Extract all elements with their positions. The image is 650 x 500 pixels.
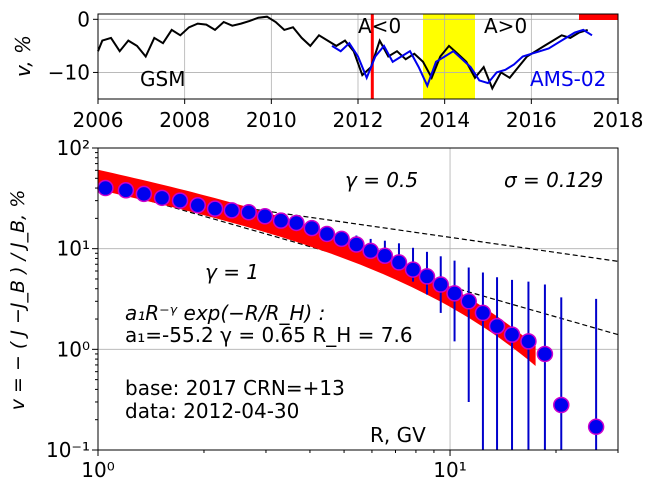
bottom-y-tick-label: 10⁰ xyxy=(57,337,90,361)
bottom-x-ticks: 10⁰ 10¹ xyxy=(81,450,619,482)
top-y-tick-label: 0 xyxy=(77,7,90,31)
data-point xyxy=(536,345,554,363)
data-point xyxy=(390,254,408,271)
top-panel: 2006 2008 2010 2012 2014 2016 2018 0 −10 v, % A… xyxy=(11,7,643,132)
data-point xyxy=(587,418,605,436)
bottom-y-ticks: 10⁻¹ 10⁰ 10¹ 10² xyxy=(46,136,98,462)
label-ams02: AMS-02 xyxy=(530,67,606,91)
data-point xyxy=(362,242,379,260)
data-point xyxy=(318,225,336,243)
label-a-positive: A>0 xyxy=(484,14,527,38)
data-point xyxy=(418,268,436,285)
bottom-frame xyxy=(97,147,619,451)
label-sigma: σ = 0.129 xyxy=(504,168,603,192)
data-point xyxy=(348,236,365,253)
bottom-x-label: R, GV xyxy=(370,423,426,447)
data-point xyxy=(404,261,422,278)
bottom-y-tick-label: 10¹ xyxy=(57,237,90,261)
data-point xyxy=(135,185,153,203)
label-gsm: GSM xyxy=(140,67,185,91)
label-base: base: 2017 CRN=+13 xyxy=(125,376,345,400)
bottom-x-tick-label: 10¹ xyxy=(433,458,466,482)
bottom-y-tick-label: 10² xyxy=(57,136,90,160)
label-formula: a₁R⁻ᵞ exp(−R/R_H) : xyxy=(125,301,325,325)
bottom-y-tick-label: 10⁻¹ xyxy=(46,438,90,462)
data-point xyxy=(460,293,477,310)
data-point xyxy=(553,396,570,414)
top-x-tick-label: 2014 xyxy=(419,108,470,132)
data-point xyxy=(206,200,224,217)
top-y-label: v, % xyxy=(11,35,35,77)
ref-line-gamma-half xyxy=(105,187,619,262)
data-point xyxy=(474,304,492,322)
top-x-tick-label: 2008 xyxy=(159,108,210,132)
data-points xyxy=(97,179,605,436)
data-point xyxy=(97,179,114,197)
top-band-yellow xyxy=(423,14,475,99)
label-a-negative: A<0 xyxy=(358,14,401,38)
data-point xyxy=(189,196,206,214)
data-point xyxy=(303,219,321,237)
data-point xyxy=(153,189,171,207)
top-x-tick-label: 2016 xyxy=(506,108,557,132)
data-point xyxy=(503,326,521,343)
data-point xyxy=(333,230,350,248)
data-point xyxy=(488,317,506,335)
data-point xyxy=(117,182,135,199)
label-gamma-half: γ = 0.5 xyxy=(345,168,418,192)
series-ams02-line xyxy=(331,28,593,89)
top-y-tick-label: −10 xyxy=(48,60,90,84)
series-gsm-line xyxy=(97,15,588,91)
data-point xyxy=(240,204,257,221)
top-y-ticks: 0 −10 xyxy=(48,7,98,84)
data-point xyxy=(272,212,290,229)
top-x-tick-label: 2006 xyxy=(73,108,124,132)
bottom-x-tick-label: 10⁰ xyxy=(81,458,114,482)
data-point xyxy=(223,202,241,219)
label-data-date: data: 2012-04-30 xyxy=(125,399,299,423)
top-x-ticks: 2006 2008 2010 2012 2014 2016 2018 xyxy=(73,99,644,132)
data-point xyxy=(256,207,274,225)
data-point xyxy=(432,276,449,293)
data-point xyxy=(520,333,537,350)
data-point xyxy=(288,214,305,232)
top-base-bar xyxy=(579,14,618,20)
top-x-tick-label: 2012 xyxy=(333,108,384,132)
data-point xyxy=(446,285,463,302)
top-x-tick-label: 2010 xyxy=(246,108,297,132)
bottom-y-label: v = − ( J −J_B ) / J_B, % xyxy=(7,190,29,411)
top-x-tick-label: 2018 xyxy=(593,108,644,132)
label-gamma-one: γ = 1 xyxy=(205,260,259,284)
data-point xyxy=(171,192,189,209)
data-point xyxy=(376,247,394,265)
label-fit-params: a₁=-55.2 γ = 0.65 R_H = 7.6 xyxy=(125,323,413,347)
